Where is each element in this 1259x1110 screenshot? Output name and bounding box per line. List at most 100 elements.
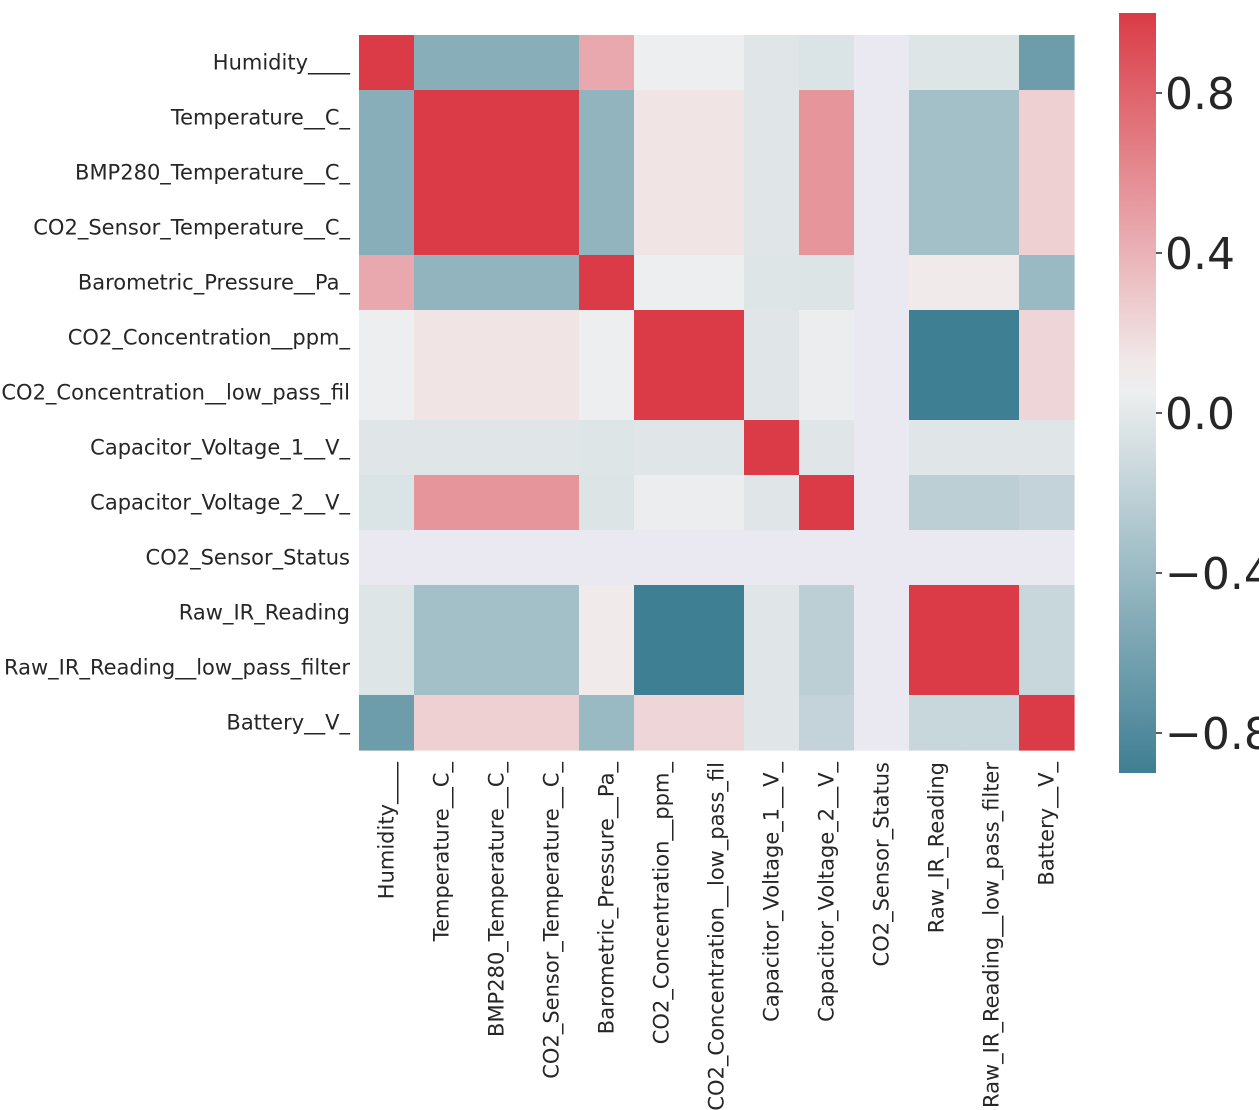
- heatmap-cell: [1019, 640, 1075, 696]
- heatmap-cell: [469, 35, 525, 91]
- x-tick-label: Battery__V_: [1035, 762, 1060, 886]
- heatmap-cell: [634, 475, 690, 531]
- heatmap-cell: [689, 695, 745, 751]
- heatmap-cell: [469, 640, 525, 696]
- heatmap-cell: [1019, 585, 1075, 641]
- heatmap-cell: [359, 695, 415, 751]
- heatmap-cell: [964, 35, 1020, 91]
- heatmap-cell: [854, 640, 910, 696]
- heatmap-cell: [359, 530, 415, 586]
- heatmap-cell: [1019, 310, 1075, 366]
- heatmap-cell: [909, 420, 965, 476]
- heatmap-cell: [524, 365, 580, 421]
- heatmap-cell: [579, 90, 635, 146]
- heatmap-cell: [359, 255, 415, 311]
- heatmap-cell: [744, 35, 800, 91]
- heatmap-cell: [744, 145, 800, 201]
- heatmap-cell: [414, 310, 470, 366]
- heatmap-cell: [579, 35, 635, 91]
- heatmap-cell: [1019, 35, 1075, 91]
- heatmap-cell: [634, 530, 690, 586]
- heatmap-cell: [414, 530, 470, 586]
- heatmap-cell: [744, 640, 800, 696]
- heatmap-cell: [579, 475, 635, 531]
- heatmap-cell: [579, 695, 635, 751]
- heatmap-cell: [1019, 255, 1075, 311]
- heatmap-cell: [359, 420, 415, 476]
- x-tick-label: CO2_Concentration__ppm_: [650, 762, 675, 1045]
- x-tick-label: CO2_Sensor_Temperature__C_: [540, 762, 565, 1079]
- heatmap-cell: [634, 35, 690, 91]
- heatmap-cell: [359, 90, 415, 146]
- heatmap-cell: [579, 365, 635, 421]
- heatmap-cell: [579, 530, 635, 586]
- heatmap-cell: [964, 255, 1020, 311]
- y-tick-label: Capacitor_Voltage_2__V_: [90, 491, 350, 516]
- heatmap-cell: [964, 310, 1020, 366]
- colorbar-tick-label: −0.4: [1165, 549, 1259, 600]
- heatmap-cell: [634, 145, 690, 201]
- heatmap-cell: [1019, 530, 1075, 586]
- heatmap-cell: [964, 365, 1020, 421]
- heatmap-cell: [744, 365, 800, 421]
- x-tick-label: CO2_Concentration__low_pass_fil: [705, 762, 730, 1110]
- heatmap-cell: [689, 475, 745, 531]
- heatmap-cell: [634, 200, 690, 256]
- heatmap-cell: [854, 90, 910, 146]
- heatmap-cell: [469, 475, 525, 531]
- heatmap-cell: [909, 200, 965, 256]
- heatmap-cell: [854, 695, 910, 751]
- heatmap-cell: [909, 585, 965, 641]
- heatmap-cell: [909, 530, 965, 586]
- heatmap-cell: [689, 145, 745, 201]
- heatmap-cell: [524, 35, 580, 91]
- heatmap-cell: [414, 475, 470, 531]
- heatmap-cell: [1019, 475, 1075, 531]
- y-tick-label: Battery__V_: [226, 711, 350, 736]
- heatmap-cell: [909, 475, 965, 531]
- heatmap-cell: [909, 640, 965, 696]
- heatmap-cell: [744, 420, 800, 476]
- heatmap-cell: [799, 90, 855, 146]
- heatmap-cell: [1019, 200, 1075, 256]
- heatmap-cell: [634, 695, 690, 751]
- heatmap-cell: [579, 310, 635, 366]
- heatmap-cells: [359, 35, 1075, 751]
- heatmap-cell: [469, 255, 525, 311]
- heatmap-cell: [799, 640, 855, 696]
- heatmap-cell: [524, 695, 580, 751]
- heatmap-cell: [689, 200, 745, 256]
- heatmap-cell: [524, 145, 580, 201]
- heatmap-cell: [414, 695, 470, 751]
- heatmap-cell: [469, 365, 525, 421]
- heatmap-cell: [414, 420, 470, 476]
- heatmap-cell: [964, 420, 1020, 476]
- heatmap-cell: [909, 310, 965, 366]
- heatmap-cell: [634, 310, 690, 366]
- x-axis-labels: Humidity____ Temperature__C_ BMP280_Temper…: [375, 762, 1060, 1110]
- heatmap-cell: [359, 640, 415, 696]
- heatmap-cell: [964, 145, 1020, 201]
- heatmap-cell: [909, 695, 965, 751]
- heatmap-cell: [964, 530, 1020, 586]
- heatmap-cell: [744, 310, 800, 366]
- x-tick-label: Raw_IR_Reading__low_pass_filter: [980, 762, 1005, 1108]
- heatmap-cell: [854, 310, 910, 366]
- heatmap-cell: [744, 530, 800, 586]
- heatmap-cell: [414, 585, 470, 641]
- heatmap-cell: [689, 530, 745, 586]
- heatmap-cell: [964, 475, 1020, 531]
- heatmap-cell: [964, 585, 1020, 641]
- heatmap-cell: [854, 420, 910, 476]
- heatmap-cell: [689, 640, 745, 696]
- heatmap-cell: [799, 420, 855, 476]
- heatmap-cell: [579, 200, 635, 256]
- heatmap-cell: [909, 255, 965, 311]
- heatmap-cell: [744, 695, 800, 751]
- heatmap-cell: [524, 90, 580, 146]
- heatmap-cell: [744, 90, 800, 146]
- heatmap-cell: [689, 35, 745, 91]
- heatmap-cell: [414, 200, 470, 256]
- heatmap-cell: [799, 200, 855, 256]
